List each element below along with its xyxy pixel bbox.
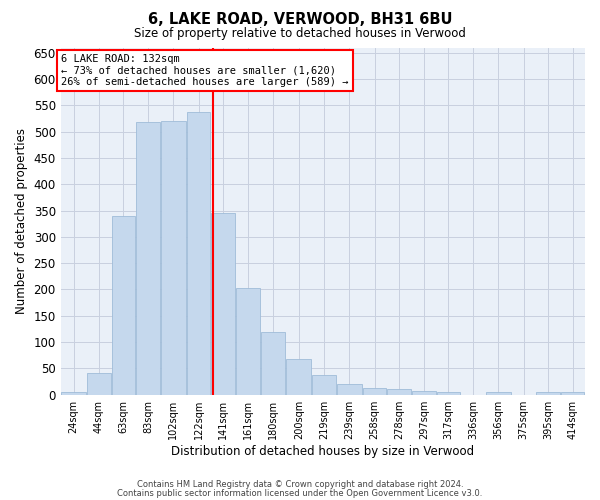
Bar [437, 392, 460, 394]
X-axis label: Distribution of detached houses by size in Verwood: Distribution of detached houses by size … [171, 444, 475, 458]
Bar [187, 112, 211, 395]
Bar [136, 122, 160, 394]
Bar [161, 121, 186, 394]
Bar [236, 288, 260, 395]
Bar [561, 392, 584, 394]
Text: 6 LAKE ROAD: 132sqm
← 73% of detached houses are smaller (1,620)
26% of semi-det: 6 LAKE ROAD: 132sqm ← 73% of detached ho… [61, 54, 349, 87]
Text: Size of property relative to detached houses in Verwood: Size of property relative to detached ho… [134, 28, 466, 40]
Text: Contains HM Land Registry data © Crown copyright and database right 2024.: Contains HM Land Registry data © Crown c… [137, 480, 463, 489]
Bar [388, 390, 411, 394]
Bar [112, 216, 135, 394]
Bar [412, 391, 436, 394]
Bar [61, 392, 86, 394]
Text: Contains public sector information licensed under the Open Government Licence v3: Contains public sector information licen… [118, 488, 482, 498]
Bar [286, 360, 311, 394]
Bar [363, 388, 386, 394]
Text: 6, LAKE ROAD, VERWOOD, BH31 6BU: 6, LAKE ROAD, VERWOOD, BH31 6BU [148, 12, 452, 28]
Bar [211, 213, 235, 394]
Bar [87, 372, 110, 394]
Bar [260, 332, 286, 394]
Bar [486, 392, 511, 394]
Bar [313, 375, 336, 394]
Y-axis label: Number of detached properties: Number of detached properties [15, 128, 28, 314]
Bar [536, 392, 560, 394]
Bar [337, 384, 362, 394]
